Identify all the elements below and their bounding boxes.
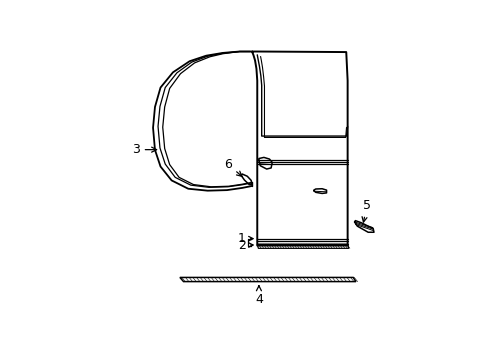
Text: 5: 5: [361, 199, 370, 222]
Polygon shape: [257, 244, 348, 248]
Text: 4: 4: [254, 286, 263, 306]
Text: 2: 2: [238, 239, 245, 252]
Text: 1: 1: [238, 232, 245, 245]
Polygon shape: [180, 278, 355, 282]
Text: 3: 3: [132, 143, 156, 156]
Text: 6: 6: [224, 158, 242, 176]
